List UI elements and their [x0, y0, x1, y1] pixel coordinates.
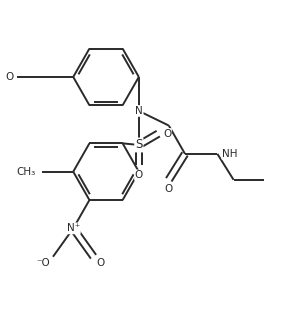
Text: CH₃: CH₃: [16, 167, 35, 177]
Text: N: N: [135, 106, 143, 116]
Text: ⁻O: ⁻O: [36, 258, 50, 268]
Text: NH: NH: [222, 149, 238, 159]
Text: N⁺: N⁺: [66, 223, 80, 233]
Text: S: S: [135, 138, 142, 151]
Text: O: O: [165, 184, 173, 194]
Text: O: O: [163, 129, 171, 139]
Text: O: O: [97, 258, 105, 268]
Text: O: O: [6, 72, 14, 82]
Text: O: O: [135, 170, 143, 180]
